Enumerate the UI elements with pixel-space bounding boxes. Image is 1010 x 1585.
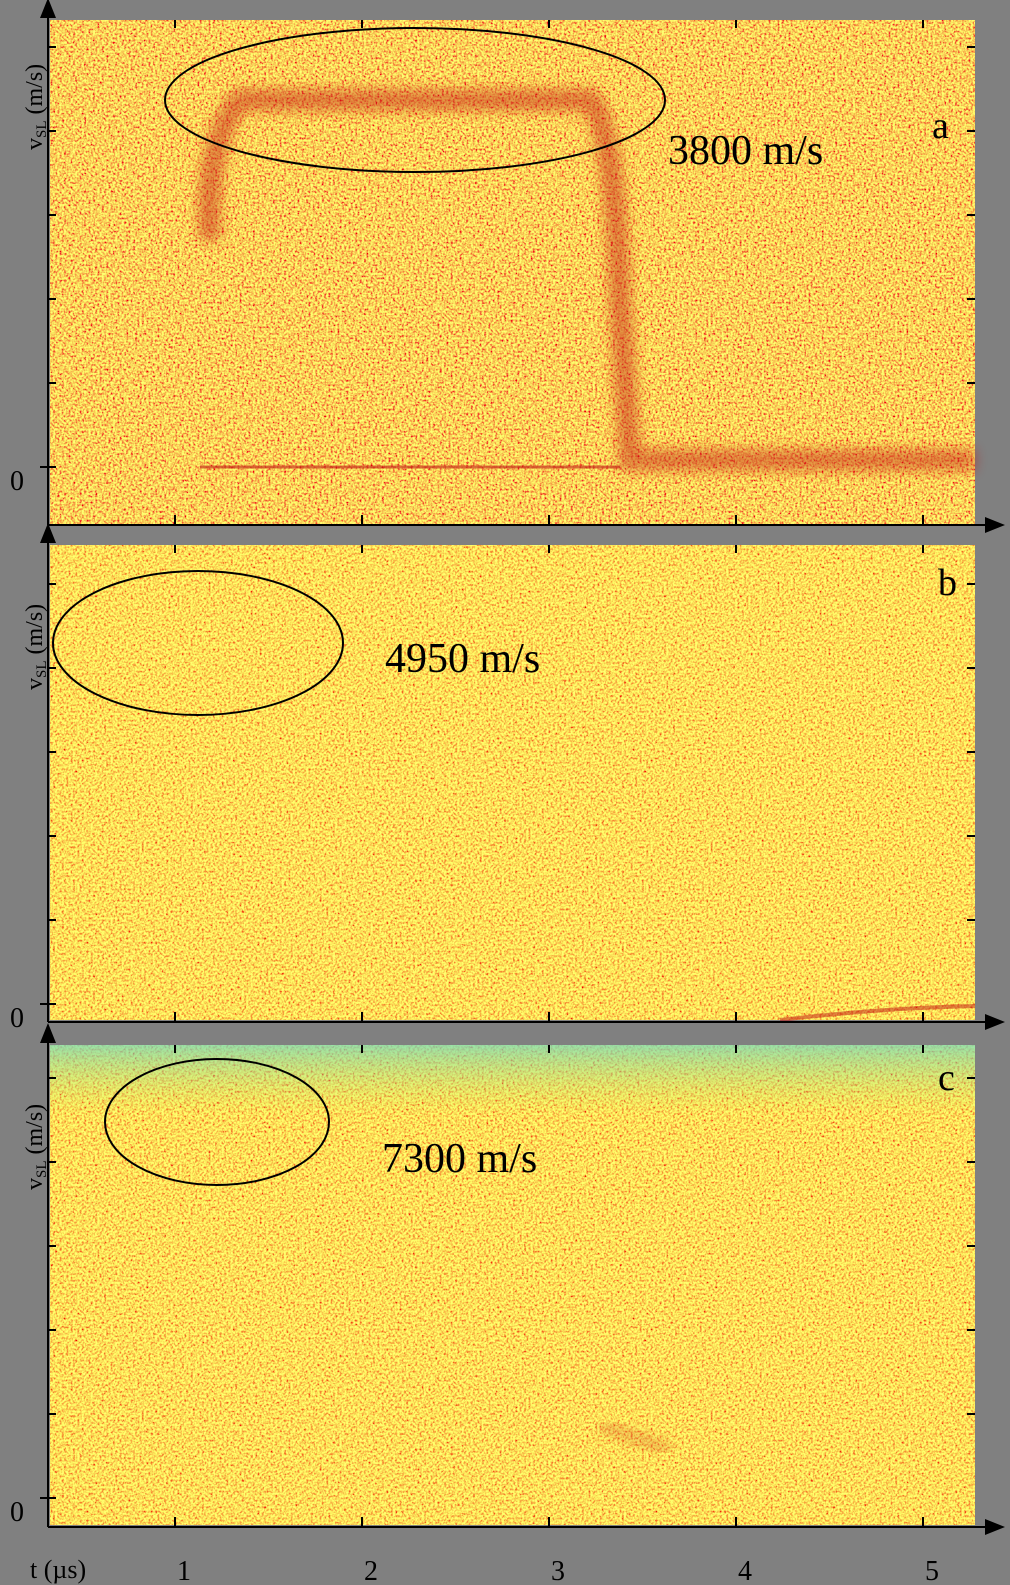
signal-trace — [50, 1083, 975, 1501]
y-axis-label: vSL(m/s) — [22, 604, 50, 690]
panel-label: c — [938, 1057, 955, 1099]
panel-label: b — [938, 562, 957, 604]
x-tick-label: 2 — [364, 1556, 378, 1585]
x-tick-label: 1 — [177, 1556, 191, 1585]
annotation: 4950 m/s — [385, 636, 540, 682]
x-tick-label: 3 — [551, 1556, 565, 1585]
y-axis-label: vSL(m/s) — [22, 64, 50, 150]
y-tick-label: 0 — [10, 466, 24, 497]
spectrogram — [50, 1045, 975, 1525]
spectrogram — [50, 545, 975, 1020]
annotation: 3800 m/s — [668, 128, 823, 174]
x-tick-label: 4 — [738, 1556, 752, 1585]
highlight-ellipse — [164, 27, 666, 173]
highlight-ellipse — [52, 570, 344, 716]
panel-c: c 7300 m/s vSL(m/s) 0 — [10, 1045, 975, 1528]
signal-trace — [50, 77, 975, 472]
panel-a: a 3800 m/s vSL(m/s) 0 — [10, 20, 975, 525]
axes — [40, 0, 1005, 1535]
panel-label: a — [932, 105, 949, 147]
x-axis-label: t (µs) — [30, 1555, 86, 1584]
annotation: 7300 m/s — [382, 1136, 537, 1182]
y-tick-label: 0 — [10, 1003, 24, 1034]
signal-trace — [50, 625, 976, 1022]
y-axis-label: vSL(m/s) — [22, 1104, 50, 1190]
y-tick-label: 0 — [10, 1497, 24, 1528]
highlight-ellipse — [104, 1058, 330, 1186]
panel-b: b 4950 m/s vSL(m/s) 0 — [10, 545, 976, 1034]
x-tick-label: 5 — [925, 1556, 939, 1585]
